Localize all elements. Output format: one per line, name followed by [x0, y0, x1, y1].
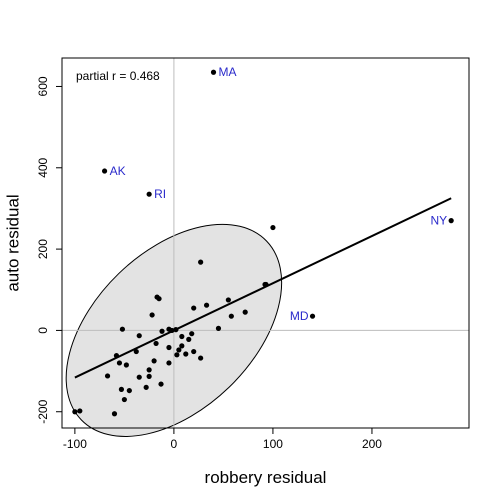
y-axis-title: auto residual — [3, 194, 22, 291]
point-label-ny: NY — [431, 214, 448, 228]
data-point — [158, 381, 164, 387]
labeled-point-ak — [101, 168, 108, 174]
labeled-point-md — [309, 313, 316, 319]
data-point — [136, 374, 142, 380]
data-point — [143, 384, 149, 390]
data-point — [179, 343, 185, 349]
x-axis-title: robbery residual — [205, 468, 327, 487]
data-point — [119, 326, 126, 332]
point-label-ma: MA — [219, 65, 237, 79]
data-point — [191, 348, 197, 355]
data-point — [149, 312, 155, 318]
regression-layer — [74, 197, 452, 379]
data-point — [179, 333, 185, 340]
labeled-point-ma — [210, 69, 217, 75]
data-point — [111, 411, 118, 417]
plot-frame — [61, 57, 470, 429]
y-tick-label: 600 — [36, 76, 50, 96]
data-point — [104, 373, 111, 379]
data-point — [121, 396, 127, 403]
data-point — [198, 259, 204, 265]
point-label-md: MD — [290, 309, 309, 323]
data-point — [118, 386, 125, 392]
x-tick-label: 100 — [263, 437, 283, 451]
partial-r-annotation: partial r = 0.468 — [76, 69, 160, 83]
y-tick-label: 200 — [36, 239, 50, 259]
labeled-point-ny — [448, 218, 454, 224]
data-point — [159, 328, 165, 334]
x-tick-label: -100 — [63, 437, 87, 451]
data-point — [166, 360, 172, 366]
x-tick-label: 200 — [362, 437, 382, 451]
data-point — [113, 353, 120, 359]
y-tick-label: 0 — [36, 327, 50, 334]
data-point — [136, 333, 142, 339]
data-point — [116, 360, 123, 366]
labeled-point-ri — [146, 191, 152, 197]
data-point — [215, 325, 222, 331]
data-point — [166, 326, 172, 332]
data-point — [203, 302, 210, 308]
data-point — [174, 352, 180, 358]
data-point — [263, 281, 269, 288]
data-point — [270, 224, 276, 231]
data-point — [228, 313, 234, 319]
data-point — [225, 297, 231, 303]
point-label-ri: RI — [154, 187, 166, 201]
data-point — [166, 344, 172, 351]
point-labels-layer: MA AK RI NY MD — [110, 65, 448, 323]
reference-lines-layer — [62, 58, 469, 428]
data-point — [198, 355, 204, 361]
data-point — [173, 327, 179, 333]
data-point — [176, 347, 182, 353]
data-point — [133, 348, 139, 355]
data-point — [189, 331, 195, 337]
y-tick-label: -200 — [36, 399, 50, 423]
data-point — [146, 373, 152, 379]
data-point — [191, 305, 197, 311]
data-point — [156, 296, 162, 302]
point-label-ak: AK — [110, 164, 126, 178]
data-point — [151, 358, 157, 364]
data-point — [242, 309, 248, 315]
data-point — [123, 362, 129, 368]
axes-layer: -100 0 100 200 -200 0 200 400 600 — [36, 76, 382, 451]
y-tick-label: 400 — [36, 157, 50, 177]
points-layer — [72, 69, 454, 417]
data-point — [183, 351, 189, 357]
data-point — [186, 336, 192, 342]
data-point — [126, 387, 132, 394]
data-point — [77, 408, 83, 414]
data-point — [153, 340, 159, 347]
data-point — [72, 409, 78, 415]
x-tick-label: 0 — [171, 437, 178, 451]
regression-line — [74, 197, 452, 379]
data-point — [146, 367, 152, 373]
